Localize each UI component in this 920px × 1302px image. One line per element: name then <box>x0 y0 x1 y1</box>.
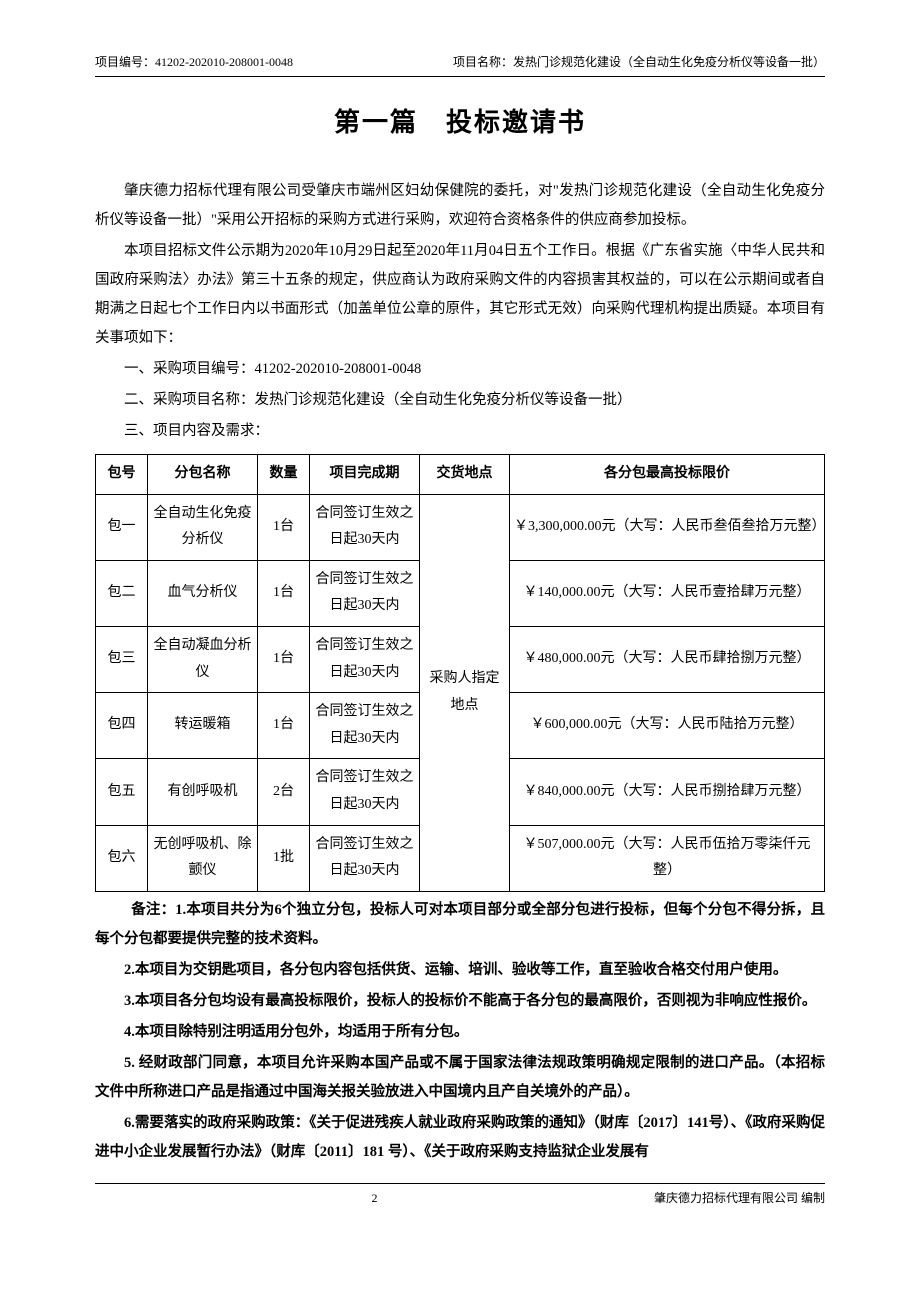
footer-company: 肇庆德力招标代理有限公司 编制 <box>654 1186 825 1210</box>
cell-price: ￥140,000.00元（大写：人民币壹拾肆万元整） <box>510 560 825 626</box>
cell-name: 有创呼吸机 <box>148 759 258 825</box>
header-project-name: 项目名称：发热门诊规范化建设（全自动生化免疫分析仪等设备一批） <box>453 50 825 74</box>
page-footer: 2 肇庆德力招标代理有限公司 编制 <box>95 1183 825 1210</box>
th-price: 各分包最高投标限价 <box>510 455 825 495</box>
cell-period: 合同签订生效之日起30天内 <box>310 759 420 825</box>
cell-period: 合同签订生效之日起30天内 <box>310 560 420 626</box>
note-4: 4.本项目除特别注明适用分包外，均适用于所有分包。 <box>95 1018 825 1047</box>
table-row: 包一 全自动生化免疫分析仪 1台 合同签订生效之日起30天内 采购人指定地点 ￥… <box>96 494 825 560</box>
cell-price: ￥840,000.00元（大写：人民币捌拾肆万元整） <box>510 759 825 825</box>
intro-paragraph-1: 肇庆德力招标代理有限公司受肇庆市端州区妇幼保健院的委托，对"发热门诊规范化建设（… <box>95 177 825 235</box>
cell-pkg: 包六 <box>96 825 148 891</box>
cell-period: 合同签订生效之日起30天内 <box>310 825 420 891</box>
cell-pkg: 包一 <box>96 494 148 560</box>
th-name: 分包名称 <box>148 455 258 495</box>
item-project-content: 三、项目内容及需求： <box>95 417 825 446</box>
page-header: 项目编号：41202-202010-208001-0048 项目名称：发热门诊规… <box>95 50 825 77</box>
cell-price: ￥600,000.00元（大写：人民币陆拾万元整） <box>510 693 825 759</box>
note-6: 6.需要落实的政府采购政策：《关于促进残疾人就业政府采购政策的通知》（财库〔20… <box>95 1109 825 1167</box>
package-table: 包号 分包名称 数量 项目完成期 交货地点 各分包最高投标限价 包一 全自动生化… <box>95 454 825 892</box>
cell-qty: 1批 <box>258 825 310 891</box>
footer-page-number: 2 <box>95 1186 654 1210</box>
note-2: 2.本项目为交钥匙项目，各分包内容包括供货、运输、培训、验收等工作，直至验收合格… <box>95 956 825 985</box>
cell-name: 全自动生化免疫分析仪 <box>148 494 258 560</box>
cell-price: ￥3,300,000.00元（大写：人民币叁佰叁拾万元整） <box>510 494 825 560</box>
cell-period: 合同签订生效之日起30天内 <box>310 693 420 759</box>
th-qty: 数量 <box>258 455 310 495</box>
th-package: 包号 <box>96 455 148 495</box>
cell-price: ￥480,000.00元（大写：人民币肆拾捌万元整） <box>510 626 825 692</box>
th-period: 项目完成期 <box>310 455 420 495</box>
cell-pkg: 包四 <box>96 693 148 759</box>
cell-period: 合同签订生效之日起30天内 <box>310 494 420 560</box>
cell-name: 全自动凝血分析仪 <box>148 626 258 692</box>
cell-name: 血气分析仪 <box>148 560 258 626</box>
item-project-name: 二、采购项目名称：发热门诊规范化建设（全自动生化免疫分析仪等设备一批） <box>95 386 825 415</box>
cell-qty: 1台 <box>258 693 310 759</box>
header-project-number: 项目编号：41202-202010-208001-0048 <box>95 50 293 74</box>
cell-location-merged: 采购人指定地点 <box>420 494 510 891</box>
item-project-number: 一、采购项目编号：41202-202010-208001-0048 <box>95 355 825 384</box>
intro-paragraph-2: 本项目招标文件公示期为2020年10月29日起至2020年11月04日五个工作日… <box>95 237 825 353</box>
cell-pkg: 包五 <box>96 759 148 825</box>
table-body: 包一 全自动生化免疫分析仪 1台 合同签订生效之日起30天内 采购人指定地点 ￥… <box>96 494 825 891</box>
document-title: 第一篇 投标邀请书 <box>95 97 825 149</box>
note-3: 3.本项目各分包均设有最高投标限价，投标人的投标价不能高于各分包的最高限价，否则… <box>95 987 825 1016</box>
table-header-row: 包号 分包名称 数量 项目完成期 交货地点 各分包最高投标限价 <box>96 455 825 495</box>
cell-name: 无创呼吸机、除颤仪 <box>148 825 258 891</box>
cell-qty: 1台 <box>258 494 310 560</box>
note-1: 备注：1.本项目共分为6个独立分包，投标人可对本项目部分或全部分包进行投标，但每… <box>95 896 825 954</box>
cell-name: 转运暖箱 <box>148 693 258 759</box>
cell-pkg: 包三 <box>96 626 148 692</box>
cell-pkg: 包二 <box>96 560 148 626</box>
th-location: 交货地点 <box>420 455 510 495</box>
cell-qty: 1台 <box>258 560 310 626</box>
note-5: 5. 经财政部门同意，本项目允许采购本国产品或不属于国家法律法规政策明确规定限制… <box>95 1049 825 1107</box>
cell-price: ￥507,000.00元（大写：人民币伍拾万零柒仟元整） <box>510 825 825 891</box>
cell-period: 合同签订生效之日起30天内 <box>310 626 420 692</box>
cell-qty: 2台 <box>258 759 310 825</box>
cell-qty: 1台 <box>258 626 310 692</box>
notes-section: 备注：1.本项目共分为6个独立分包，投标人可对本项目部分或全部分包进行投标，但每… <box>95 896 825 1167</box>
